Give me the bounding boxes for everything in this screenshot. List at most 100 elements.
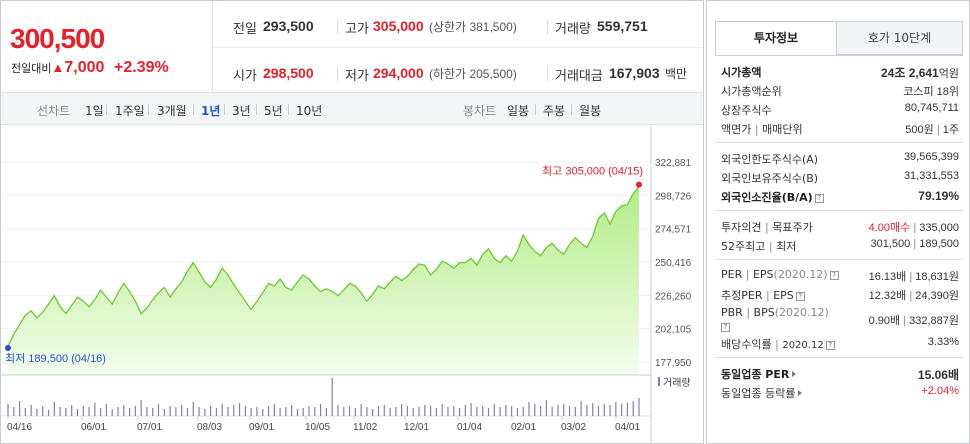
target-price-value: 335,000: [919, 222, 959, 234]
line-chart-label: 선차트: [37, 104, 71, 118]
listed-shares-row: 상장주식수 80,745,711: [715, 100, 963, 119]
period-3m[interactable]: 3개월: [157, 104, 187, 118]
volume-bar: [175, 407, 177, 416]
volume-bar: [412, 408, 414, 416]
stock-chart-panel: 300,500 전일대비▲7,000 +2.39% 전일 293,500 고가 …: [0, 0, 704, 444]
volume-bar: [221, 404, 223, 416]
investment-info-panel: 투자정보 호가 10단계 시가총액 24조 2,641억원 시가총액순위 코스피 1…: [706, 0, 970, 444]
opinion-group: 투자의견 | 목표주가 4.00매수 | 335,000 52주최고 | 최저 30…: [715, 211, 963, 260]
dividend-value: 3.33%: [927, 336, 959, 348]
target-price-label: 목표주가: [772, 221, 813, 234]
y-axis-ticks: 322,881 298,726 274,571 250,416 226,260 202,1…: [655, 158, 692, 369]
volume-value: 559,751: [597, 18, 648, 34]
volume-bar: [111, 409, 113, 416]
volume-bar: [267, 406, 270, 416]
candle-daily[interactable]: 일봉: [507, 104, 530, 118]
period-1w[interactable]: 1주일: [115, 104, 145, 118]
volume-bar: [238, 403, 241, 416]
volume-bar: [308, 406, 310, 416]
volume-bar: [435, 408, 437, 416]
opinion-row: 투자의견 | 목표주가 4.00매수 | 335,000: [721, 221, 959, 234]
price-chart[interactable]: 322,881 298,726 274,571 250,416 226,260 202,1…: [1, 126, 704, 444]
help-icon[interactable]: ?: [829, 271, 839, 280]
volume-bar: [580, 401, 582, 416]
trade-amount-label: 거래대금: [555, 69, 603, 84]
x-tick-label: 10/05: [305, 422, 330, 433]
sector-change-label[interactable]: 동일업종 등락률: [721, 387, 796, 400]
per-period: (2020.12): [773, 268, 828, 281]
sector-per-value: 15.06배: [917, 368, 959, 382]
market-cap-group: 시가총액 24조 2,641억원 시가총액순위 코스피 18위 상장주식수 80,74…: [715, 56, 963, 143]
volume-bar: [470, 403, 472, 416]
high-value: 305,000: [373, 18, 424, 34]
par-value: 500원: [905, 124, 934, 136]
sector-change-value: +2.04%: [921, 385, 959, 397]
volume-bar: [389, 408, 391, 416]
dividend-label: 배당수익률: [721, 338, 772, 351]
y-tick-label: 298,726: [655, 191, 692, 202]
volume-bar: [105, 404, 108, 416]
y-tick-label: 202,105: [655, 325, 692, 336]
foreign-hold-row: 외국인보유주식수(B) 31,331,553: [715, 168, 963, 187]
eps-label: EPS: [752, 268, 774, 281]
help-icon[interactable]: ?: [825, 341, 835, 350]
volume-bar: [140, 400, 142, 416]
lower-limit: (하한가 205,500): [429, 67, 517, 81]
listed-shares-value: 80,745,711: [904, 102, 959, 114]
week52-low-label: 최저: [776, 240, 797, 253]
x-tick-label: 04/16: [7, 422, 32, 433]
market-cap-row: 시가총액 24조 2,641억원: [715, 62, 963, 81]
candle-chart-label: 봉차트: [463, 104, 497, 118]
period-5y[interactable]: 5년: [264, 104, 283, 118]
low-value: 294,000: [373, 65, 424, 81]
x-tick-label: 08/03: [197, 422, 222, 433]
opinion-label: 투자의견: [721, 221, 762, 234]
volume-bar: [632, 401, 634, 416]
period-10y[interactable]: 10년: [296, 104, 323, 118]
volume-bar: [215, 408, 218, 416]
foreign-ratio-label: 외국인소진율(B/A): [721, 191, 813, 204]
price-line: [7, 186, 640, 347]
period-1d[interactable]: 1일: [85, 104, 104, 118]
pbr-label: PBR: [721, 306, 743, 319]
x-tick-label: 01/04: [457, 422, 482, 433]
volume-bar: [545, 400, 547, 416]
est-per-label: 추정PER: [721, 289, 763, 302]
help-icon[interactable]: ?: [795, 292, 805, 301]
volume-bar: [250, 408, 252, 416]
volume-bar: [24, 408, 26, 416]
sector-per-label[interactable]: 동일업종 PER: [721, 368, 790, 381]
x-tick-label: 12/01: [404, 422, 429, 433]
x-tick-label: 04/01: [615, 422, 640, 433]
sector-group: 동일업종 PER 15.06배 동일업종 등락률 +2.04%: [715, 358, 963, 406]
market-cap-unit: 억원: [938, 68, 959, 80]
volume-bar: [146, 407, 148, 416]
trade-amount-value: 167,903: [609, 65, 660, 81]
info-table: 시가총액 24조 2,641억원 시가총액순위 코스피 18위 상장주식수 80,74…: [715, 55, 963, 406]
foreign-limit-row: 외국인한도주식수(A) 39,565,399: [715, 149, 963, 168]
volume-bar: [152, 408, 154, 416]
volume-bar: [82, 406, 84, 416]
par-value-row: 액면가 | 매매단위 500원 | 1주: [721, 123, 959, 136]
period-1y[interactable]: 1년: [201, 104, 221, 118]
tab-order-book[interactable]: 호가 10단계: [836, 21, 963, 55]
volume-bar: [372, 409, 374, 416]
volume-bar: [337, 405, 339, 416]
help-icon[interactable]: ?: [814, 194, 824, 203]
volume-bar: [123, 405, 125, 416]
volume-bar: [377, 406, 380, 416]
x-tick-label: 07/01: [137, 422, 162, 433]
period-3y[interactable]: 3년: [232, 104, 251, 118]
tab-investment-info[interactable]: 투자정보: [715, 21, 837, 55]
candle-monthly[interactable]: 월봉: [579, 104, 602, 118]
volume-bar: [482, 406, 484, 416]
est-per-value: 12.32배: [868, 290, 907, 302]
est-per-row: 추정PER | EPS? 12.32배 | 24,390원: [721, 289, 959, 302]
help-icon[interactable]: ?: [721, 323, 730, 332]
volume-bar: [47, 410, 50, 416]
bps-label: BPS: [753, 306, 775, 319]
chevron-right-icon: [792, 371, 797, 377]
volume-bar: [406, 406, 409, 416]
foreign-ratio-row: 외국인소진율(B/A)? 79.19%: [715, 187, 963, 206]
candle-weekly[interactable]: 주봉: [543, 104, 566, 118]
